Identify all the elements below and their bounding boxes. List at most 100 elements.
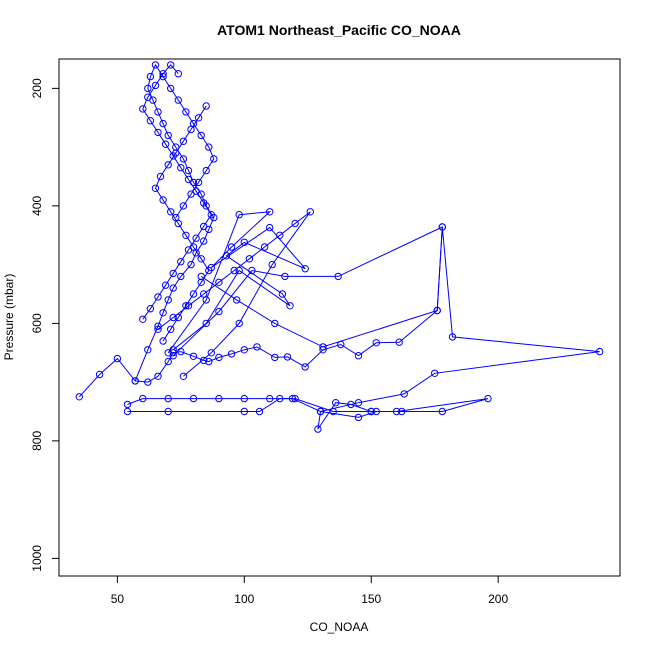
- data-point: [260, 243, 269, 251]
- data-point: [194, 114, 203, 122]
- y-tick-label: 1000: [30, 545, 44, 572]
- data-point: [222, 252, 231, 260]
- data-point: [271, 319, 279, 328]
- data-point: [207, 211, 216, 219]
- data-point: [433, 306, 441, 315]
- data-point: [123, 407, 132, 416]
- data-point: [276, 231, 284, 240]
- data-point: [354, 413, 363, 422]
- data-point: [227, 350, 236, 358]
- flight-profile-line: [157, 211, 311, 377]
- data-point: [215, 278, 223, 286]
- data-point: [167, 325, 175, 333]
- data-point: [144, 346, 152, 354]
- data-point: [235, 266, 243, 275]
- data-point: [161, 281, 170, 289]
- data-point: [215, 394, 223, 403]
- data-point: [156, 172, 165, 181]
- data-point: [151, 61, 160, 69]
- data-point: [139, 315, 147, 323]
- data-point: [146, 72, 155, 81]
- data-point: [95, 370, 104, 379]
- data-point: [286, 302, 294, 310]
- x-tick-label: 100: [234, 592, 254, 606]
- data-point: [240, 238, 249, 247]
- data-point: [159, 337, 167, 345]
- x-tick-label: 200: [488, 592, 508, 606]
- data-point: [240, 407, 249, 416]
- data-point: [354, 399, 363, 407]
- data-point: [438, 407, 446, 416]
- data-point: [174, 70, 183, 78]
- data-point: [438, 223, 446, 231]
- data-point: [194, 178, 203, 187]
- data-point: [172, 149, 180, 157]
- data-point: [192, 234, 200, 242]
- data-point: [283, 353, 292, 361]
- data-point: [200, 199, 208, 207]
- data-point: [159, 309, 167, 317]
- data-point: [202, 102, 210, 110]
- data-point: [187, 260, 195, 269]
- data-point: [192, 249, 200, 257]
- data-point: [169, 284, 177, 292]
- data-point: [164, 131, 172, 140]
- data-point: [210, 155, 218, 163]
- data-point: [276, 394, 284, 403]
- data-point: [291, 219, 299, 228]
- y-tick-label: 600: [30, 313, 44, 333]
- data-point: [75, 393, 84, 401]
- data-point: [169, 352, 177, 360]
- data-point: [174, 219, 183, 228]
- x-tick-label: 150: [361, 592, 381, 606]
- data-point: [301, 265, 309, 273]
- data-point: [329, 407, 337, 416]
- data-point: [392, 407, 401, 416]
- plot-frame: [58, 58, 621, 577]
- data-point: [266, 223, 274, 232]
- flight-profile-line: [172, 226, 443, 357]
- data-point: [235, 319, 243, 328]
- flight-profile-line: [154, 105, 210, 342]
- data-point: [400, 390, 408, 398]
- y-tick-label: 800: [30, 431, 44, 451]
- data-point: [215, 353, 223, 362]
- data-point: [200, 222, 208, 231]
- data-point: [332, 399, 340, 407]
- data-point: [596, 347, 604, 356]
- data-point: [372, 407, 380, 416]
- data-point: [154, 108, 162, 116]
- data-point: [189, 290, 198, 298]
- data-point: [154, 128, 162, 137]
- data-point: [367, 407, 375, 416]
- data-point: [123, 400, 132, 409]
- data-point: [235, 211, 243, 219]
- data-point: [169, 313, 177, 322]
- data-point: [159, 196, 167, 204]
- data-point: [200, 290, 208, 298]
- series-layer: [75, 61, 604, 433]
- data-point: [207, 349, 216, 357]
- data-point: [164, 357, 172, 366]
- data-point: [271, 353, 279, 362]
- data-point: [233, 296, 241, 304]
- data-point: [164, 296, 172, 304]
- x-axis-label: CO_NOAA: [310, 620, 369, 634]
- data-point: [248, 266, 256, 275]
- data-point: [167, 61, 175, 69]
- data-point: [167, 208, 175, 216]
- data-point: [189, 243, 198, 251]
- data-point: [177, 164, 185, 172]
- data-point: [177, 272, 185, 281]
- data-point: [184, 175, 193, 184]
- data-point: [154, 293, 162, 301]
- data-point: [177, 258, 185, 266]
- data-point: [161, 140, 170, 148]
- data-point: [187, 125, 195, 134]
- data-point: [202, 319, 210, 328]
- y-tick-label: 400: [30, 196, 44, 216]
- data-point: [347, 400, 355, 409]
- data-point: [314, 425, 322, 433]
- data-point: [266, 208, 274, 216]
- data-point: [167, 84, 175, 93]
